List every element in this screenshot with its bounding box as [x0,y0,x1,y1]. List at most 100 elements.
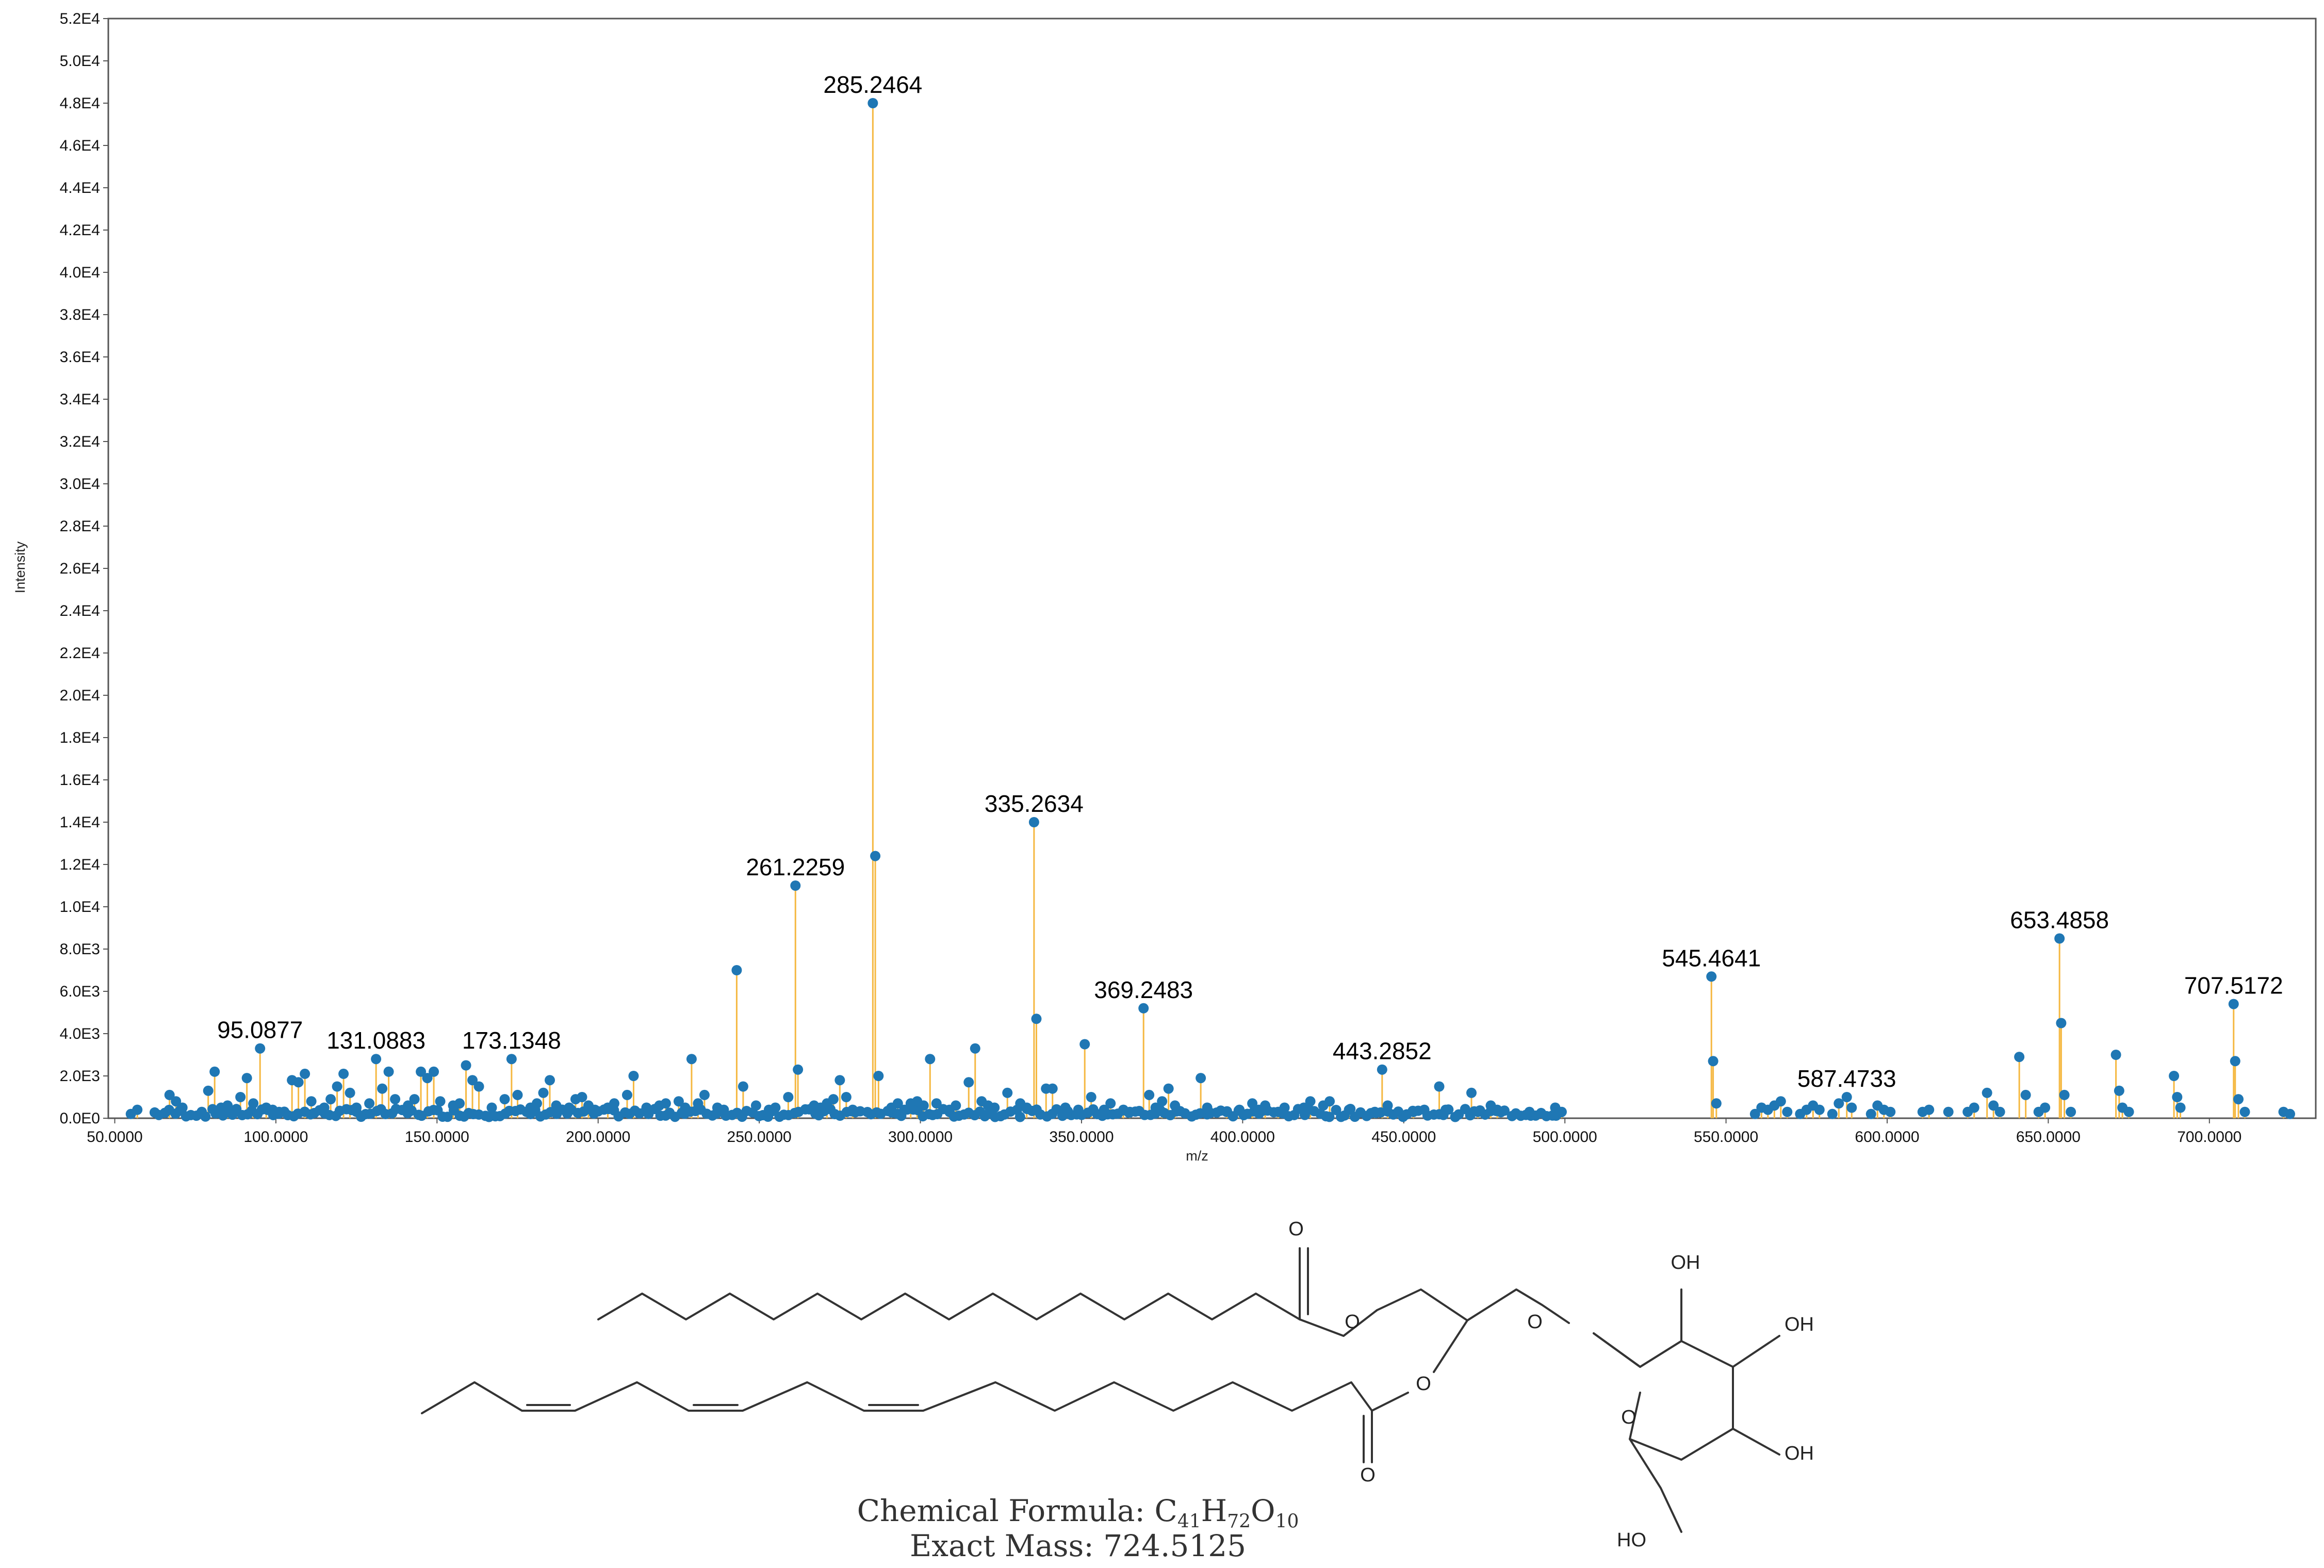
peak-marker [1344,1104,1354,1115]
peak-marker [248,1098,259,1109]
peak-marker [1841,1092,1852,1102]
peak-marker [177,1102,188,1113]
peak-marker [718,1104,729,1115]
mass-value: 724.5125 [1103,1528,1247,1563]
y-tick-label: 1.2E4 [60,856,100,873]
peak-marker [545,1075,555,1086]
peak-marker [1827,1108,1838,1119]
peak-marker [345,1087,355,1098]
peak-marker [1028,817,1039,827]
peak-marker [2066,1106,2076,1117]
peak-marker [319,1102,330,1113]
peak-label: 261.2259 [746,854,845,880]
peak-marker [255,1043,266,1054]
peak-label: 707.5172 [2184,972,2283,999]
peak-marker [2056,1018,2067,1028]
peak-marker [351,1102,362,1113]
y-tick-label: 2.0E4 [60,687,100,704]
peak-marker [2040,1102,2051,1113]
y-axis-title: Intensity [12,541,28,593]
peak-marker [892,1098,903,1109]
peak-marker [371,1054,382,1065]
peak-marker [1440,1104,1451,1115]
peak-marker [2228,999,2239,1009]
peak-marker [364,1098,375,1109]
peak-label: 335.2634 [985,790,1084,817]
peak-marker [1524,1106,1535,1117]
peak-marker [1047,1083,1058,1094]
peak-marker [409,1094,420,1105]
peak-marker [1196,1073,1206,1084]
y-tick-label: 2.6E4 [60,560,100,577]
peak-marker [499,1094,510,1105]
atom-o-carbonyl-bottom: O [1360,1464,1376,1486]
peak-label: 131.0883 [326,1027,425,1054]
peak-marker [209,1066,220,1077]
peak-marker [790,880,801,891]
x-tick-label: 500.0000 [1533,1129,1597,1146]
glucose-ring [1593,1332,1734,1461]
peak-marker [1994,1106,2005,1117]
x-tick-label: 350.0000 [1049,1129,1114,1146]
peak-marker [1377,1064,1387,1075]
formula-n-o: 10 [1275,1511,1299,1532]
peak-marker [506,1054,517,1065]
peak-label: 95.0877 [217,1017,303,1043]
peak-marker [951,1100,961,1111]
peak-marker [577,1092,587,1102]
peak-marker [377,1083,388,1094]
peak-marker [686,1054,697,1065]
peak-marker [293,1077,304,1088]
formula-el-h: H [1201,1493,1228,1528]
ester-link-bottom [1433,1319,1468,1373]
atom-o-ether: O [1527,1311,1543,1333]
y-tick-label: 1.0E4 [60,899,100,916]
peak-marker [1021,1102,1032,1113]
peak-marker [699,1089,710,1100]
y-tick-label: 5.2E4 [60,10,100,27]
peak-marker [332,1081,342,1092]
formula-n-h: 72 [1227,1511,1251,1532]
peak-marker [228,1106,239,1117]
peak-marker [1382,1100,1393,1111]
peak-marker [164,1089,175,1100]
atom-oh-1: OH [1671,1252,1700,1273]
peak-marker [1969,1102,1979,1113]
peak-marker [1749,1108,1760,1119]
y-tick-label: 1.4E4 [60,814,100,831]
peak-marker [306,1096,317,1107]
peak-marker [383,1066,394,1077]
peak-marker [1324,1096,1335,1107]
peak-label: 653.4858 [2010,907,2109,934]
peak-marker [2233,1094,2244,1105]
y-tick-label: 0.0E0 [60,1110,100,1127]
y-tick-label: 3.6E4 [60,349,100,366]
peak-marker [171,1096,182,1107]
peak-label: 285.2464 [823,71,922,98]
peak-marker [2175,1102,2186,1113]
peak-marker [1834,1098,1844,1109]
x-tick-label: 700.0000 [2177,1129,2241,1146]
peak-marker [621,1089,632,1100]
peak-marker [590,1104,600,1115]
y-tick-label: 4.0E4 [60,264,100,281]
peak-marker [989,1102,1000,1113]
atom-ho-ch2: HO [1617,1529,1646,1551]
peak-marker [1086,1092,1096,1102]
glycerol-backbone [1299,1288,1570,1337]
y-tick-label: 1.6E4 [60,772,100,789]
x-tick-label: 450.0000 [1371,1129,1436,1146]
atom-o-ester-top: O [1345,1311,1360,1333]
formula-el-c: C [1154,1493,1177,1528]
peak-marker [1073,1104,1084,1115]
peak-marker [1150,1102,1161,1113]
peak-marker [1814,1104,1825,1115]
peak-marker [416,1066,427,1077]
peak-marker [300,1068,310,1079]
peak-marker [1492,1104,1502,1115]
peak-label: 587.4733 [1797,1065,1896,1092]
peak-marker [1247,1098,1258,1109]
peak-marker [132,1104,143,1115]
peak-marker [970,1043,980,1054]
